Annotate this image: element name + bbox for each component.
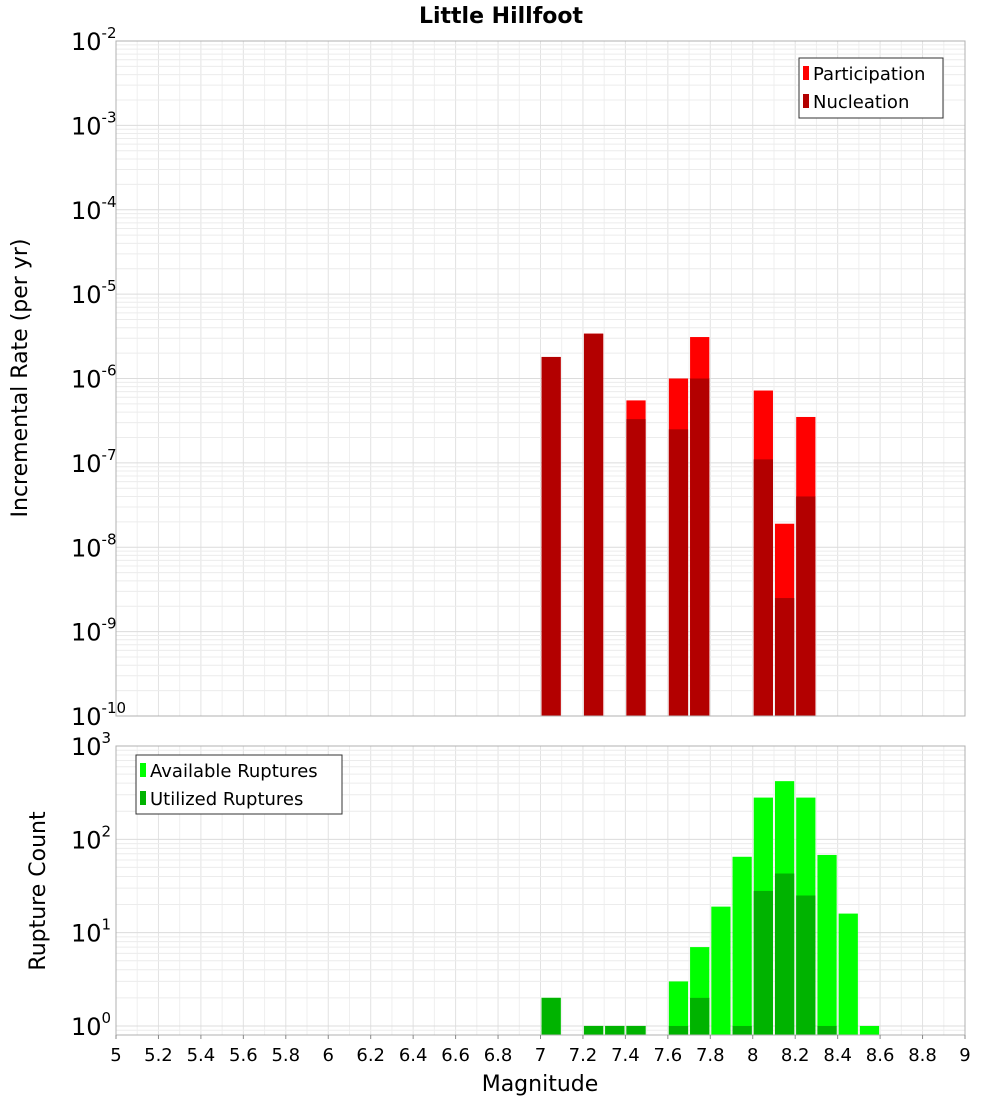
rate-y-tick-label: 10-7 xyxy=(71,446,117,478)
x-tick-label: 6 xyxy=(323,1045,334,1066)
x-tick-label: 9 xyxy=(959,1045,970,1066)
rate-y-ticks: 10-10 10-9 10-8 10-7 10-6 10-5 10-4 10-3 10-2 xyxy=(71,24,126,731)
utilized-bar xyxy=(626,1025,646,1035)
count-legend: Available Ruptures Utilized Ruptures xyxy=(135,754,343,815)
x-tick-label: 5.6 xyxy=(229,1045,258,1066)
rate-gridlines xyxy=(115,40,966,717)
x-tick-label: 7.6 xyxy=(654,1045,683,1066)
x-tick-label: 8.4 xyxy=(823,1045,852,1066)
rate-y-tick-label: 10-4 xyxy=(71,193,117,225)
utilized-bar xyxy=(668,1025,689,1035)
x-tick-label: 8.6 xyxy=(866,1045,895,1066)
count-y-tick-label: 101 xyxy=(71,916,111,948)
rate-y-tick-label: 10-5 xyxy=(71,277,117,309)
nucleation-bar xyxy=(583,333,604,716)
rate-legend-box xyxy=(798,57,944,119)
utilized-bar xyxy=(690,997,710,1035)
x-tick-label: 7.2 xyxy=(569,1045,598,1066)
x-tick-label: 8.2 xyxy=(781,1045,810,1066)
utilized-bar xyxy=(583,1025,604,1035)
utilized-bar xyxy=(817,1025,837,1035)
count-legend-box xyxy=(135,754,343,815)
chart-title: Little Hillfoot xyxy=(419,4,584,29)
available-bar xyxy=(817,854,837,1035)
rate-y-tick-label: 10-3 xyxy=(71,108,117,140)
count-y-axis-title: Rupture Count xyxy=(26,811,51,971)
count-panel: 100 101 102 103 5 5.2 5.4 5.6 5.8 6 6.2 6.4 6.6 6.8 7… xyxy=(26,729,971,1097)
x-tick-label: 6.6 xyxy=(441,1045,470,1066)
x-axis-title: Magnitude xyxy=(482,1072,599,1097)
available-bar xyxy=(732,856,752,1035)
x-tick-label: 7 xyxy=(535,1045,546,1066)
nucleation-legend-swatch xyxy=(803,94,809,108)
rate-y-tick-label: 10-8 xyxy=(71,530,117,562)
nucleation-bar xyxy=(690,378,710,716)
count-x-ticks: 5 5.2 5.4 5.6 5.8 6 6.2 6.4 6.6 6.8 7 7.2 7.4 7.6 7.8 8… xyxy=(110,1035,971,1066)
rate-y-tick-label: 10-9 xyxy=(71,615,117,647)
nucleation-legend-label: Nucleation xyxy=(813,92,909,113)
rate-y-axis-title: Incremental Rate (per yr) xyxy=(8,239,33,518)
count-y-tick-label: 102 xyxy=(71,822,111,854)
x-tick-label: 8.8 xyxy=(908,1045,937,1066)
utilized-legend-label: Utilized Ruptures xyxy=(150,789,303,810)
x-tick-label: 6.2 xyxy=(356,1045,385,1066)
available-legend-swatch xyxy=(140,763,146,777)
x-tick-label: 7.4 xyxy=(611,1045,640,1066)
participation-legend-label: Participation xyxy=(813,64,925,85)
x-tick-label: 5.8 xyxy=(271,1045,300,1066)
available-legend-label: Available Ruptures xyxy=(150,761,318,782)
x-tick-label: 5.4 xyxy=(187,1045,216,1066)
count-y-tick-label: 100 xyxy=(71,1009,111,1041)
nucleation-bar xyxy=(668,429,689,716)
available-bar xyxy=(859,1025,880,1035)
available-bar xyxy=(711,906,731,1035)
utilized-bar xyxy=(753,890,773,1035)
count-y-tick-label: 103 xyxy=(71,729,111,761)
rate-y-tick-label: 10-2 xyxy=(71,24,117,56)
nucleation-bar xyxy=(626,419,646,716)
x-tick-label: 8 xyxy=(747,1045,758,1066)
count-y-ticks: 100 101 102 103 xyxy=(71,729,111,1041)
rate-y-tick-label: 10-10 xyxy=(71,699,126,731)
utilized-bar xyxy=(541,997,561,1035)
utilized-legend-swatch xyxy=(140,791,146,805)
x-tick-label: 5 xyxy=(110,1045,121,1066)
rate-plot-border xyxy=(115,40,966,717)
x-tick-label: 6.8 xyxy=(484,1045,513,1066)
nucleation-bar xyxy=(541,356,561,716)
available-bar xyxy=(668,981,689,1035)
available-bar xyxy=(838,913,858,1035)
nucleation-bar xyxy=(796,496,816,716)
utilized-bar xyxy=(796,895,816,1035)
rate-legend: Participation Nucleation xyxy=(798,57,944,119)
rate-bars xyxy=(541,333,816,716)
utilized-bar xyxy=(732,1025,752,1035)
utilized-bar xyxy=(605,1025,625,1035)
x-tick-label: 5.2 xyxy=(144,1045,173,1066)
x-tick-label: 7.8 xyxy=(696,1045,725,1066)
participation-legend-swatch xyxy=(803,66,809,80)
nucleation-bar xyxy=(774,598,795,716)
rate-y-tick-label: 10-6 xyxy=(71,362,117,394)
utilized-bar xyxy=(774,873,795,1035)
nucleation-bar xyxy=(753,459,773,716)
count-bars xyxy=(541,781,880,1035)
rate-panel: 10-10 10-9 10-8 10-7 10-6 10-5 10-4 10-3 10-2 In… xyxy=(8,24,966,731)
x-tick-label: 6.4 xyxy=(399,1045,428,1066)
